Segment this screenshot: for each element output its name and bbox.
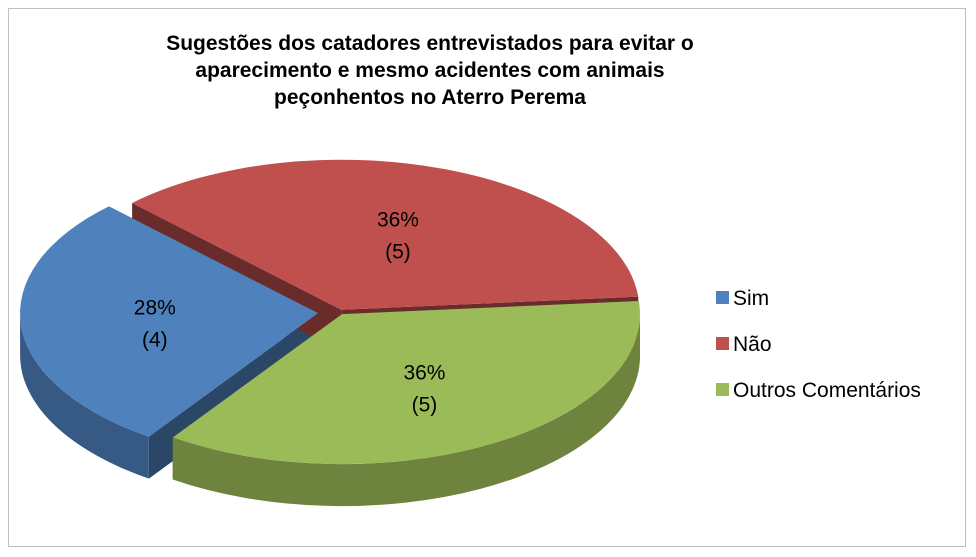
legend-label: Outros Comentários (733, 379, 921, 402)
slice-side (172, 314, 641, 507)
data-label-count: (5) (412, 393, 438, 416)
slice-side (20, 313, 149, 479)
slice (20, 206, 319, 437)
data-label-count: (4) (142, 328, 168, 351)
legend-swatch (716, 291, 729, 304)
chart-title: Sugestões dos catadores entrevistados pa… (166, 32, 694, 109)
data-label: 36% (377, 208, 419, 231)
legend-label: Não (733, 333, 772, 356)
data-label: 28% (134, 296, 176, 319)
legend-swatch (716, 383, 729, 396)
data-label: 36% (403, 361, 445, 384)
data-label-count: (5) (385, 240, 411, 263)
pie-tops (20, 159, 641, 465)
slice (132, 159, 639, 310)
chart-border (8, 8, 966, 547)
slice (172, 301, 641, 465)
legend-label: Sim (733, 287, 769, 310)
legend-swatch (716, 337, 729, 350)
